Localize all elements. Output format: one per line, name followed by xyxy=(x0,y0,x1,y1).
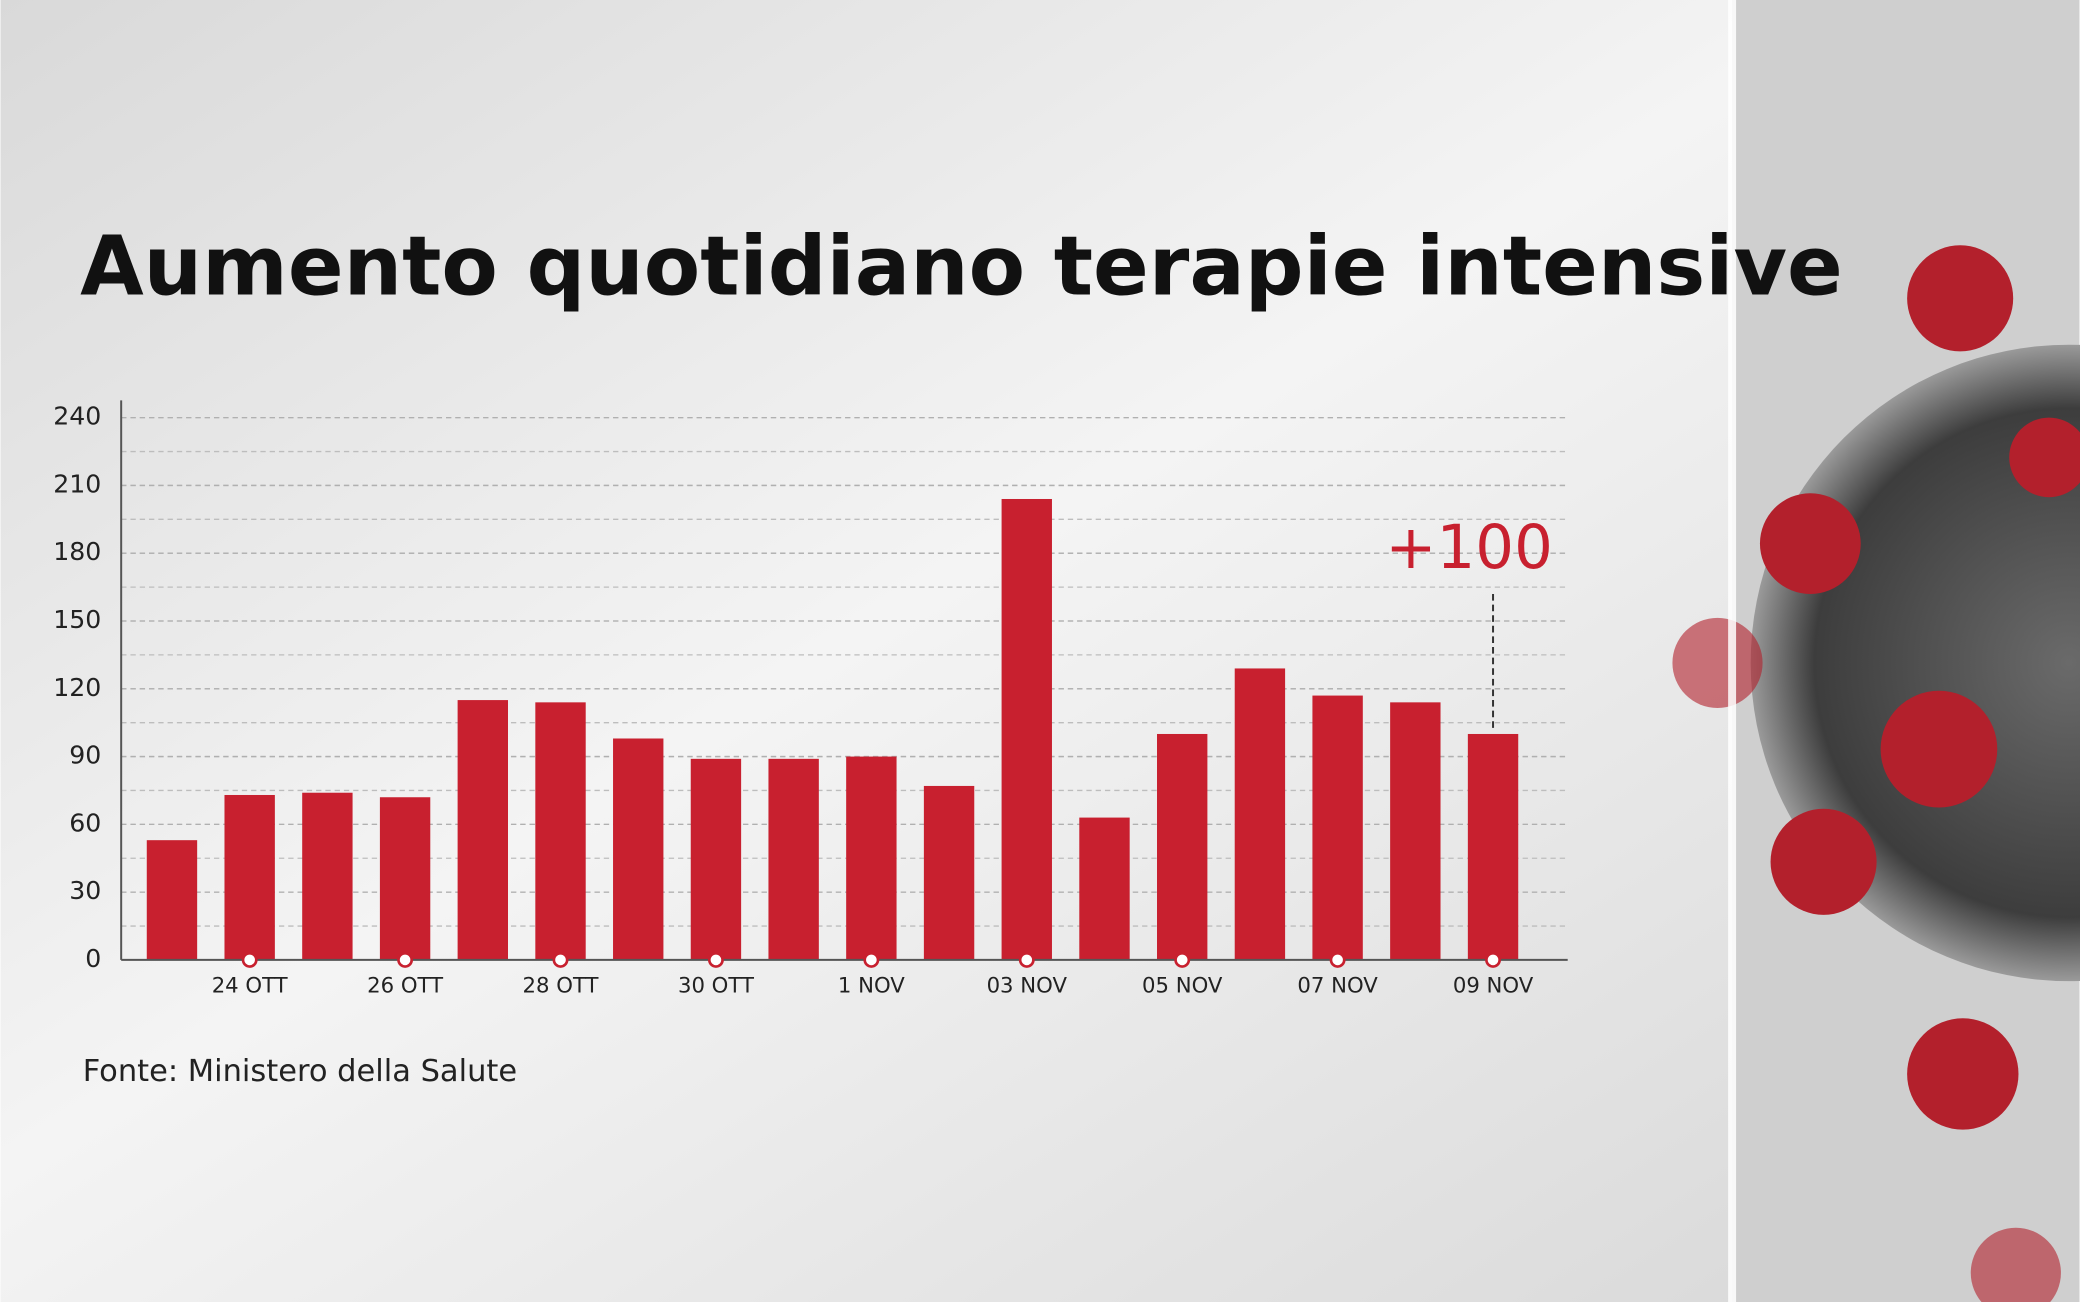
x-tick-label: 05 NOV xyxy=(1142,973,1223,998)
x-tick-label: 1 NOV xyxy=(838,973,905,998)
tick-dot xyxy=(397,951,414,968)
y-tick-label: 150 xyxy=(53,605,101,634)
virus-spikes xyxy=(1672,245,2080,1302)
bar xyxy=(1390,702,1441,960)
x-tick-label: 07 NOV xyxy=(1297,973,1378,998)
bar xyxy=(535,702,586,960)
bar xyxy=(1157,733,1208,960)
chart-title: Aumento quotidiano terapie intensive xyxy=(80,219,1843,314)
x-tick-label: 09 NOV xyxy=(1453,973,1534,998)
y-tick-label: 120 xyxy=(53,673,101,702)
bar xyxy=(457,700,508,960)
y-tick-label: 240 xyxy=(53,402,101,431)
tick-dot xyxy=(1485,951,1501,968)
bar xyxy=(224,794,275,960)
bar xyxy=(1467,733,1519,960)
tick-dot xyxy=(1018,951,1035,968)
y-tick-label: 30 xyxy=(69,876,101,905)
bar xyxy=(846,756,897,960)
x-tick-label: 24 OTT xyxy=(212,973,289,998)
y-tick-label: 60 xyxy=(69,808,101,837)
source: Fonte: Ministero della Salute xyxy=(83,1054,517,1089)
x-tick-label: 28 OTT xyxy=(523,973,600,998)
divider xyxy=(1728,0,1737,1302)
bar xyxy=(1234,668,1286,960)
bar xyxy=(1312,695,1363,960)
tick-dot xyxy=(552,951,569,968)
y-tick-label: 180 xyxy=(53,537,101,566)
bar xyxy=(768,758,819,960)
y-tick-label: 0 xyxy=(85,944,101,973)
x-tick-label: 03 NOV xyxy=(987,973,1068,998)
tick-dot xyxy=(241,951,258,968)
bar xyxy=(1079,817,1130,960)
value-label: +100 xyxy=(1385,512,1552,583)
bar xyxy=(613,738,664,960)
tick-dot xyxy=(1329,951,1346,968)
bar xyxy=(690,758,742,960)
tick-dot xyxy=(1174,951,1191,968)
bar xyxy=(146,840,198,960)
tick-dot xyxy=(707,951,724,968)
y-tick-label: 90 xyxy=(69,741,101,770)
y-tick-label: 210 xyxy=(53,469,101,498)
tick-dot xyxy=(863,951,880,968)
plot: 0 30 60 90 120 150 180 210 240 +100 24 OTT 26 OTT 28… xyxy=(53,400,1568,998)
bar xyxy=(923,785,975,960)
x-tick-label: 26 OTT xyxy=(367,973,444,998)
bar xyxy=(302,792,353,960)
bar xyxy=(379,797,431,960)
bar xyxy=(1001,498,1052,960)
x-tick-label: 30 OTT xyxy=(678,973,755,998)
